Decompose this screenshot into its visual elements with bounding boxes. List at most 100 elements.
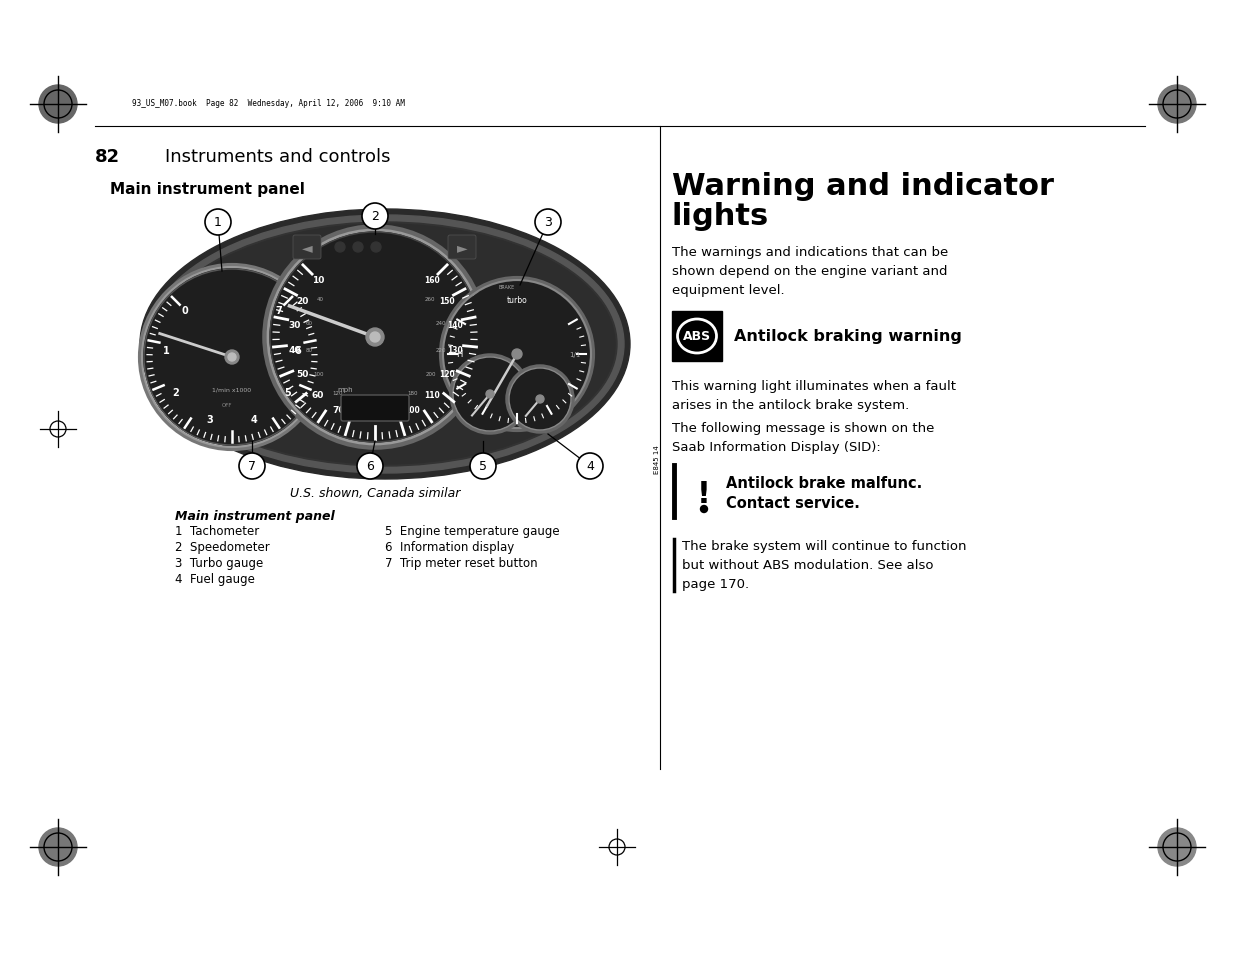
Text: 120: 120: [440, 370, 454, 379]
Text: 200: 200: [426, 372, 436, 376]
Text: 40: 40: [316, 296, 324, 302]
Text: 1/min x1000: 1/min x1000: [212, 387, 252, 392]
Ellipse shape: [140, 210, 630, 479]
Text: 2: 2: [370, 211, 379, 223]
Text: 60: 60: [311, 391, 324, 399]
Circle shape: [445, 283, 589, 427]
Text: 260: 260: [425, 296, 435, 302]
Text: ◄: ◄: [301, 241, 312, 254]
Text: 60: 60: [306, 321, 312, 326]
Ellipse shape: [153, 223, 618, 467]
Text: U.S. shown, Canada similar: U.S. shown, Canada similar: [290, 486, 461, 499]
Text: 180: 180: [408, 391, 417, 395]
Text: Instruments and controls: Instruments and controls: [165, 148, 390, 166]
Text: Contact service.: Contact service.: [726, 496, 860, 511]
Text: 1/1: 1/1: [569, 352, 580, 357]
FancyBboxPatch shape: [448, 235, 475, 260]
Text: Antilock braking warning: Antilock braking warning: [734, 329, 962, 344]
Text: 93_US_M07.book  Page 82  Wednesday, April 12, 2006  9:10 AM: 93_US_M07.book Page 82 Wednesday, April …: [132, 98, 405, 108]
Text: Antilock brake malfunc.: Antilock brake malfunc.: [726, 476, 923, 491]
Text: 2: 2: [173, 388, 179, 397]
Circle shape: [225, 351, 240, 365]
Text: 5: 5: [284, 388, 291, 397]
Circle shape: [205, 210, 231, 235]
Text: ABS: ABS: [683, 330, 711, 343]
Circle shape: [357, 454, 383, 479]
Text: mph: mph: [337, 387, 353, 393]
Text: 160: 160: [425, 276, 440, 285]
Text: 140: 140: [357, 401, 367, 406]
Circle shape: [535, 210, 561, 235]
Text: 80: 80: [305, 347, 312, 353]
Text: Main instrument panel: Main instrument panel: [175, 510, 335, 522]
Circle shape: [454, 358, 526, 431]
Text: The warnings and indications that can be
shown depend on the engine variant and
: The warnings and indications that can be…: [672, 246, 948, 296]
Text: 7: 7: [275, 306, 282, 316]
Text: 4  Fuel gauge: 4 Fuel gauge: [175, 573, 254, 585]
Text: 6  Information display: 6 Information display: [385, 540, 514, 554]
Ellipse shape: [156, 225, 615, 464]
Text: The following message is shown on the
Saab Information Display (SID):: The following message is shown on the Sa…: [672, 421, 935, 454]
Text: 80: 80: [356, 413, 368, 422]
Circle shape: [370, 243, 382, 253]
Text: 82: 82: [95, 148, 120, 166]
Text: Main instrument panel: Main instrument panel: [110, 182, 305, 196]
Text: 100: 100: [404, 405, 420, 415]
Text: 160: 160: [383, 401, 394, 406]
Circle shape: [362, 204, 388, 230]
Text: 90: 90: [382, 413, 394, 422]
Text: 1  Tachometer: 1 Tachometer: [175, 524, 259, 537]
Text: !: !: [697, 479, 711, 509]
Text: 6: 6: [294, 345, 301, 355]
Text: 3: 3: [545, 216, 552, 230]
Text: 10: 10: [311, 276, 324, 285]
Circle shape: [40, 86, 77, 124]
Text: 7: 7: [248, 460, 256, 473]
Text: 4: 4: [251, 415, 257, 425]
Text: 4: 4: [587, 460, 594, 473]
Circle shape: [228, 354, 236, 361]
Text: lights: lights: [672, 202, 769, 231]
Circle shape: [510, 370, 571, 430]
Text: 110: 110: [425, 391, 440, 399]
Text: 220: 220: [436, 347, 446, 353]
Text: 40: 40: [289, 346, 301, 355]
Circle shape: [513, 350, 522, 359]
Text: E845 14: E845 14: [655, 445, 659, 474]
Circle shape: [366, 329, 384, 347]
Text: 5: 5: [479, 460, 487, 473]
Text: ►: ►: [457, 241, 467, 254]
Circle shape: [487, 391, 494, 398]
Text: 20: 20: [296, 296, 309, 305]
Text: 1: 1: [214, 216, 222, 230]
Circle shape: [144, 270, 320, 446]
Circle shape: [370, 333, 380, 343]
Text: BRAKE: BRAKE: [499, 285, 515, 291]
Circle shape: [270, 233, 480, 442]
Circle shape: [1158, 828, 1195, 866]
Text: 50: 50: [296, 370, 309, 379]
Text: 6: 6: [366, 460, 374, 473]
Text: 120: 120: [332, 391, 342, 395]
Text: OFF: OFF: [222, 403, 232, 408]
FancyBboxPatch shape: [672, 312, 722, 361]
FancyBboxPatch shape: [293, 235, 321, 260]
Text: The brake system will continue to function
but without ABS modulation. See also
: The brake system will continue to functi…: [682, 539, 967, 590]
Text: turbo: turbo: [506, 296, 527, 305]
Circle shape: [335, 243, 345, 253]
Text: This warning light illuminates when a fault
arises in the antilock brake system.: This warning light illuminates when a fa…: [672, 379, 956, 412]
FancyBboxPatch shape: [341, 395, 409, 421]
Text: 2  Speedometer: 2 Speedometer: [175, 540, 269, 554]
Text: 5  Engine temperature gauge: 5 Engine temperature gauge: [385, 524, 559, 537]
Circle shape: [577, 454, 603, 479]
Circle shape: [700, 506, 708, 513]
Text: 30: 30: [289, 320, 301, 330]
Circle shape: [1158, 86, 1195, 124]
Ellipse shape: [146, 215, 624, 474]
Text: 130: 130: [447, 346, 463, 355]
Circle shape: [536, 395, 543, 403]
Text: 240: 240: [435, 321, 446, 326]
Text: 140: 140: [447, 320, 463, 330]
Text: 1: 1: [163, 345, 169, 355]
Text: 3  Turbo gauge: 3 Turbo gauge: [175, 557, 263, 569]
